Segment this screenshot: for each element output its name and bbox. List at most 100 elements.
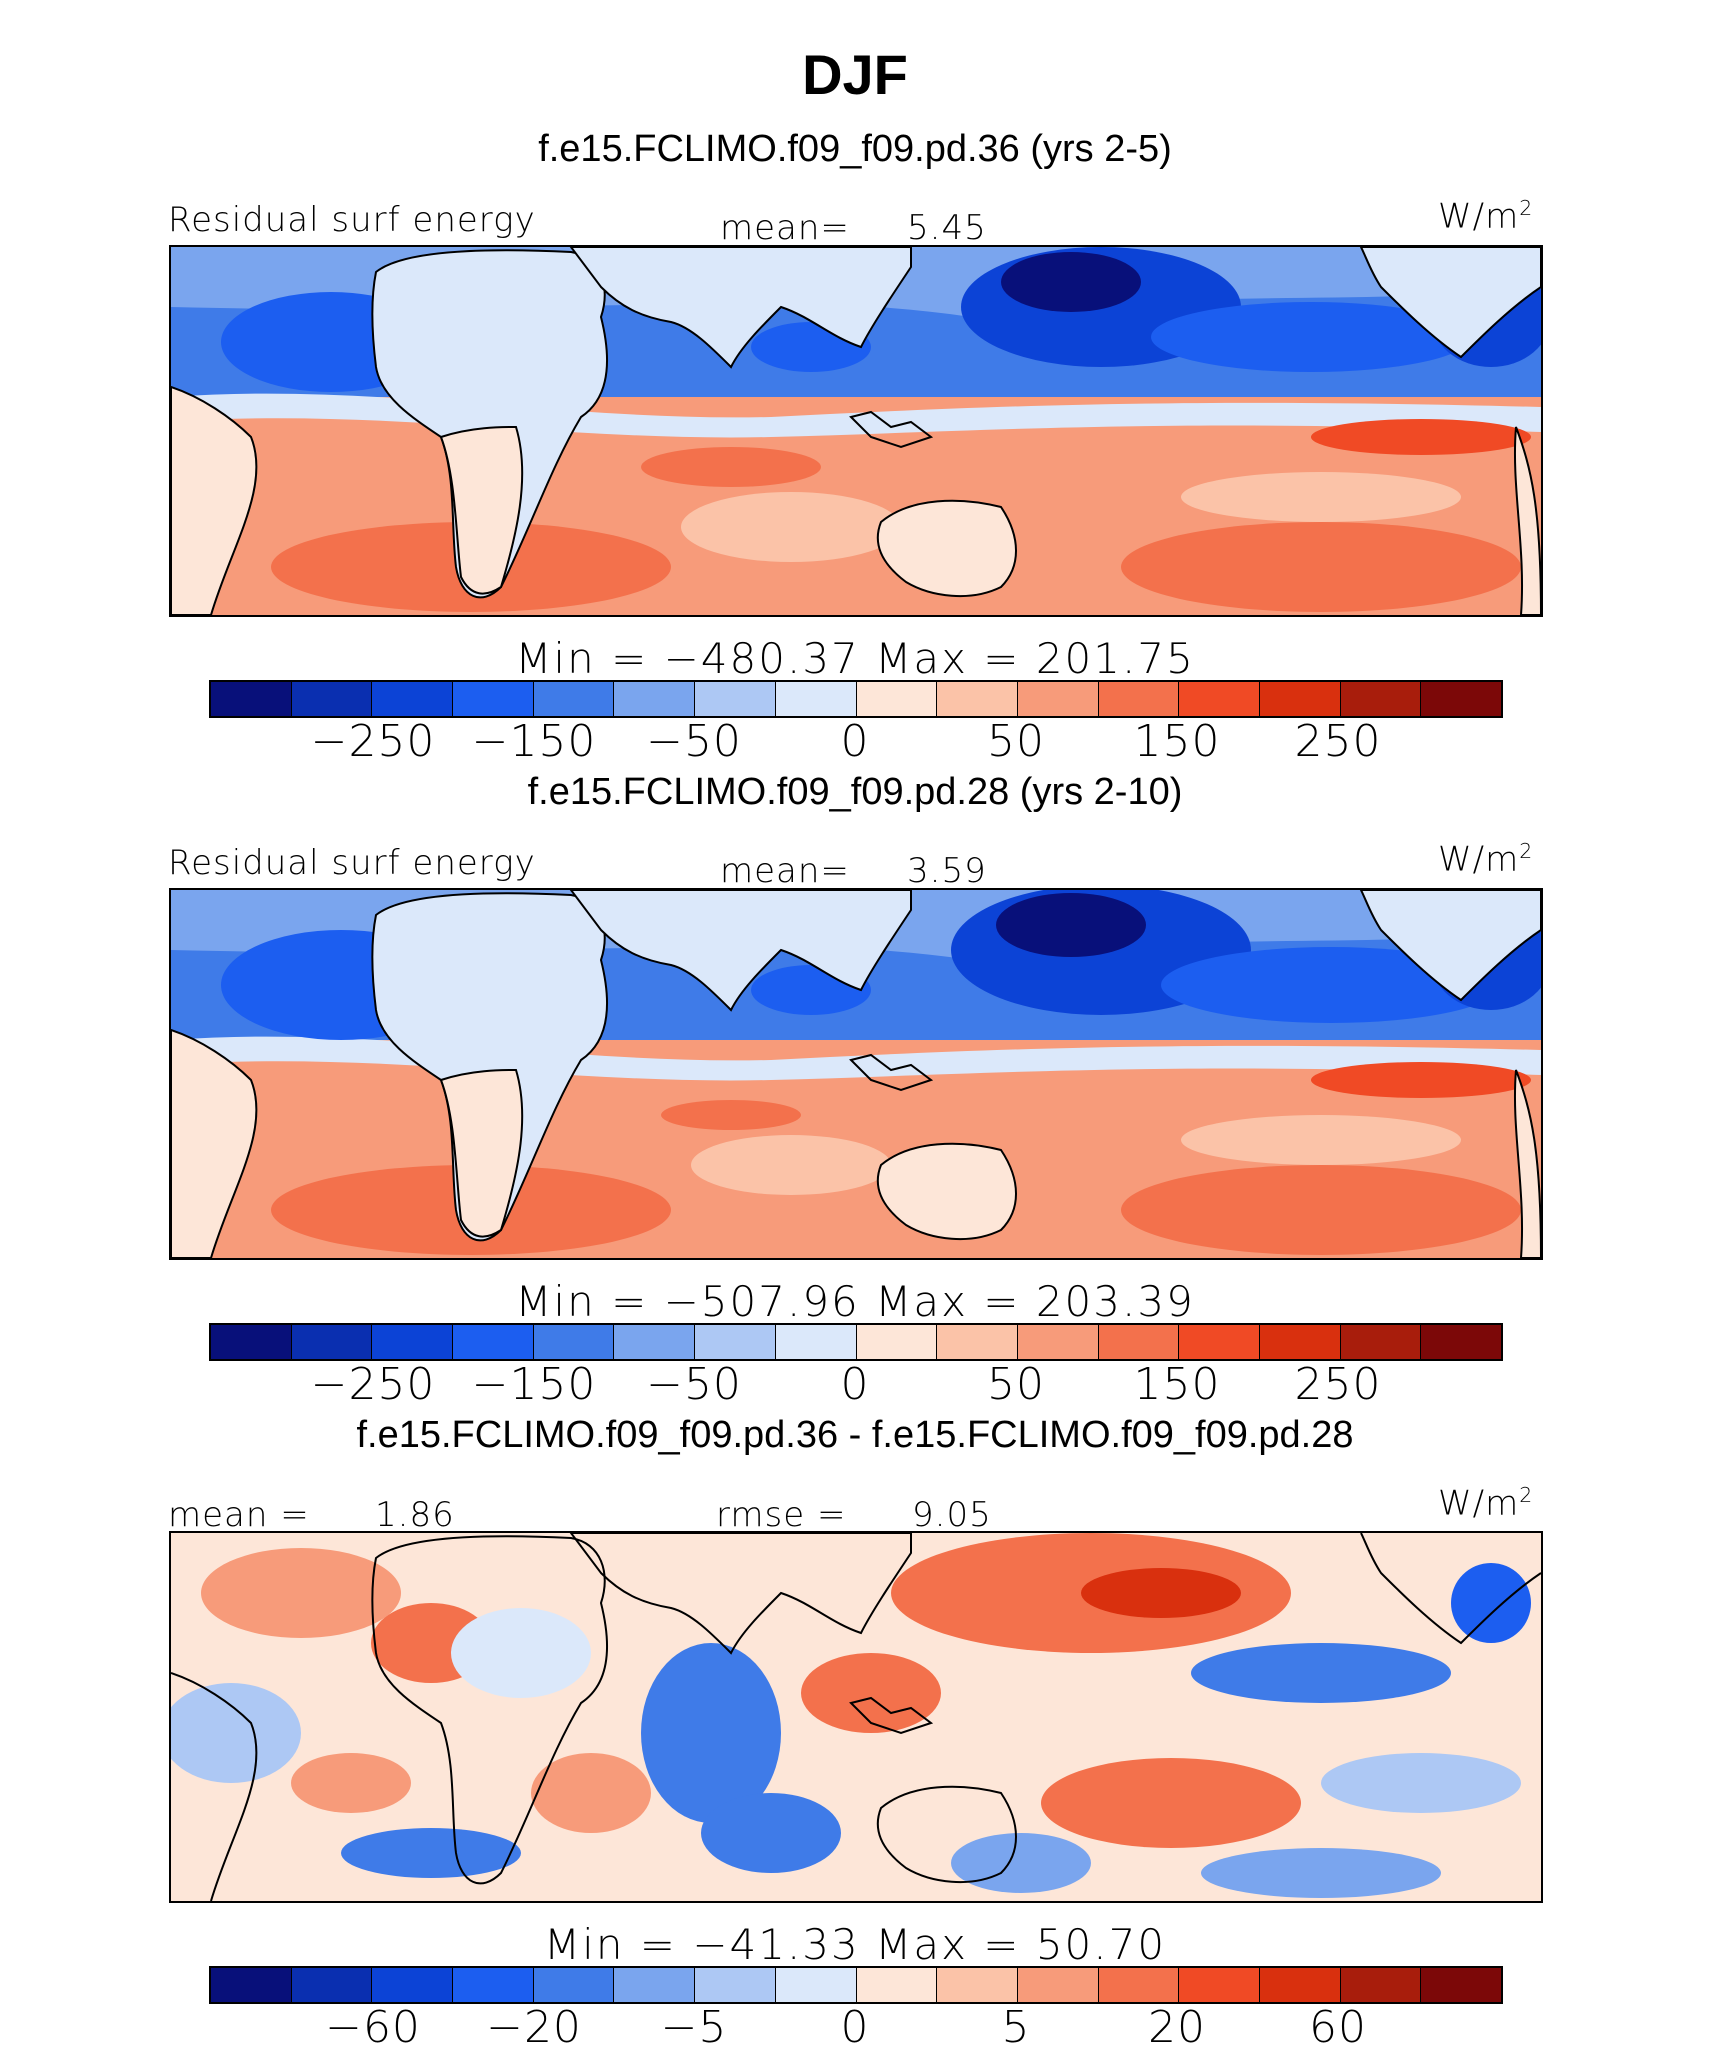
- panel-2-colorbar-swatch: [372, 1325, 454, 1359]
- panel-3-anomaly: [291, 1753, 411, 1813]
- panel-3-colorbar-tick: 20: [1148, 2002, 1206, 2053]
- panel-3-min-max: Min = −41.33 Max = 50.70: [543, 1920, 1167, 1969]
- panel-3-colorbar-swatch: [291, 1968, 373, 2002]
- panel-2-colorbar-swatch: [1421, 1325, 1501, 1359]
- panel-3-colorbar-swatch: [856, 1968, 938, 2002]
- panel-3-colorbar-swatch: [1017, 1968, 1099, 2002]
- panel-2-colorbar-tick: −250: [310, 1359, 436, 1410]
- panel-3-anomaly: [1191, 1643, 1451, 1703]
- panel-1-colorbar-tick: −50: [646, 716, 742, 767]
- panel-1-colorbar-swatch: [937, 682, 1018, 716]
- panel-1-mean-value: 5.45: [907, 208, 987, 248]
- panel-2-africa-south: [439, 1068, 524, 1238]
- panel-3-anomaly: [201, 1548, 401, 1638]
- panel-3-mean-value: 1.86: [375, 1495, 455, 1535]
- panel-2-colorbar-swatch: [856, 1325, 938, 1359]
- panel-2-australia: [876, 1142, 1017, 1240]
- panel-2-pacific-low: [1161, 947, 1501, 1023]
- panel-1-maritime-continent: [849, 410, 934, 449]
- panel-1-min-max: Min = −480.37 Max = 201.75: [515, 634, 1195, 683]
- panel-1-colorbar-swatch: [1179, 682, 1260, 716]
- panel-2-colorbar-swatch: [211, 1325, 292, 1359]
- panel-3-anomaly: [1201, 1848, 1441, 1898]
- panel-3-colorbar-swatch: [533, 1968, 615, 2002]
- panel-3-anomaly: [451, 1608, 591, 1698]
- panel-1-colorbar-swatch: [1259, 682, 1341, 716]
- panel-3-colorbar-tick: 0: [840, 2002, 870, 2053]
- panel-3-colorbar-swatch: [937, 1968, 1018, 2002]
- panel-1-colorbar-swatch: [614, 682, 696, 716]
- panel-1-north-america: [1359, 247, 1541, 359]
- panel-3-anomaly: [531, 1753, 651, 1833]
- panel-2-min-max: Min = −507.96 Max = 203.39: [515, 1277, 1195, 1326]
- panel-2-south-pacific-high: [1121, 1165, 1521, 1255]
- panel-1-pacific-low: [1151, 302, 1471, 372]
- panel-2-colorbar-swatch: [614, 1325, 696, 1359]
- panel-2-colorbar-swatch: [1017, 1325, 1099, 1359]
- panel-2-colorbar-swatch: [1340, 1325, 1422, 1359]
- panel-1-colorbar-swatch: [1098, 682, 1180, 716]
- panel-2-pacific-light: [1181, 1115, 1461, 1165]
- panel-2-colorbar-swatch: [937, 1325, 1018, 1359]
- panel-1-colorbar-swatch: [695, 682, 776, 716]
- panel-3-colorbar-tick: −20: [486, 2002, 582, 2053]
- panel-3-colorbar-tick: −60: [325, 2002, 421, 2053]
- panel-2-map: [169, 888, 1543, 1260]
- panel-3-rmse-label: rmse =: [716, 1495, 847, 1535]
- panel-3-colorbar-tick: −5: [660, 2002, 728, 2053]
- panel-3-asia-outline: [569, 1533, 912, 1655]
- panel-2-field-label: Residual surf energy: [168, 843, 536, 883]
- panel-1-colorbar-swatch: [775, 682, 857, 716]
- panel-3-colorbar-swatch: [1179, 1968, 1260, 2002]
- panel-2-colorbar-swatch: [1098, 1325, 1180, 1359]
- panel-1-kuroshio-core: [1001, 252, 1141, 312]
- panel-3-colorbar-swatch: [211, 1968, 292, 2002]
- panel-1-colorbar-swatch: [533, 682, 615, 716]
- panel-3-south-america-outline: [171, 1672, 258, 1901]
- panel-1-subtitle: f.e15.FCLIMO.f09_f09.pd.36 (yrs 2-5): [538, 128, 1172, 170]
- panel-3-colorbar-swatch: [453, 1968, 534, 2002]
- panel-2-colorbar-swatch: [533, 1325, 615, 1359]
- panel-3-anomaly: [1081, 1568, 1241, 1618]
- panel-3-colorbar-swatch: [614, 1968, 696, 2002]
- panel-3-mean-label: mean =: [168, 1495, 310, 1535]
- panel-3-maritime-continent: [849, 1696, 934, 1735]
- panel-1-colorbar-swatch: [1421, 682, 1501, 716]
- panel-3-rmse-value: 9.05: [912, 1495, 992, 1535]
- panel-3-africa-outline: [371, 1535, 608, 1885]
- panel-2-colorbar-tick: 150: [1133, 1359, 1221, 1410]
- panel-2-colorbar-tick: 50: [987, 1359, 1045, 1410]
- panel-1-pacific-light: [1181, 472, 1461, 522]
- figure-title: DJF: [802, 43, 908, 106]
- panel-1-colorbar-tick: −250: [310, 716, 436, 767]
- panel-2-colorbar-swatch: [695, 1325, 776, 1359]
- panel-1-map: [169, 245, 1543, 617]
- panel-2-colorbar-tick: 0: [840, 1359, 870, 1410]
- panel-3-anomaly: [1041, 1758, 1301, 1848]
- panel-1-colorbar-swatch: [1017, 682, 1099, 716]
- panel-3-subtitle: f.e15.FCLIMO.f09_f09.pd.36 - f.e15.FCLIM…: [356, 1414, 1354, 1456]
- panel-3-colorbar-swatch: [1098, 1968, 1180, 2002]
- panel-2-units: W/m2: [1438, 839, 1534, 880]
- panel-2-colorbar-swatch: [1259, 1325, 1341, 1359]
- panel-3-colorbar-tick: 60: [1309, 2002, 1367, 2053]
- panel-2-indian-light: [691, 1135, 891, 1195]
- panel-2-colorbar-tick: 250: [1294, 1359, 1382, 1410]
- panel-1-asia: [569, 247, 912, 369]
- panel-1-south-pacific-high: [1121, 522, 1521, 612]
- panel-3-anomaly: [171, 1683, 301, 1783]
- panel-1-colorbar-swatch: [856, 682, 938, 716]
- panel-3-north-america-outline: [1360, 1533, 1541, 1645]
- panel-3-anomaly: [1451, 1563, 1531, 1643]
- panel-1-colorbar-tick: 250: [1294, 716, 1382, 767]
- panel-1-indian-light: [681, 492, 901, 562]
- panel-1-colorbar-swatch: [453, 682, 534, 716]
- panel-1-colorbar-tick: −150: [471, 716, 597, 767]
- panel-2-colorbar-swatch: [1179, 1325, 1260, 1359]
- panel-2-south-america: [171, 1028, 258, 1258]
- panel-1-colorbar-swatch: [372, 682, 454, 716]
- panel-2-indian-high: [661, 1100, 801, 1130]
- panel-3-anomaly: [641, 1643, 781, 1823]
- panel-3-colorbar-swatch: [372, 1968, 454, 2002]
- panel-2-colorbar-swatch: [453, 1325, 534, 1359]
